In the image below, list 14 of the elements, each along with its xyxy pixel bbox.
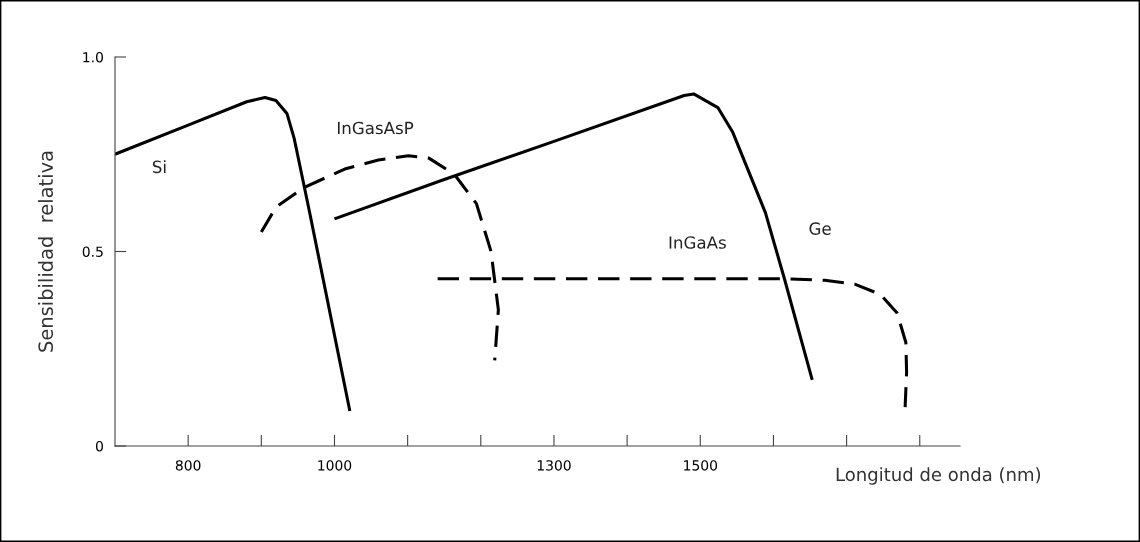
y-tick-label: 1.0	[83, 51, 103, 63]
x-tick-label: 800	[175, 460, 201, 471]
y-tick-label: 0	[95, 440, 103, 452]
y-tick-label: 0.5	[82, 246, 103, 257]
series-label: InGaAs	[669, 236, 726, 249]
text: Ge	[809, 222, 831, 235]
line-series	[436, 277, 909, 409]
x-axis-title: Longitud de onda (nm)	[836, 467, 1041, 485]
series-label: Si	[152, 160, 166, 174]
x-tick-label: 1300	[537, 460, 571, 471]
x-tick-label: 1500	[684, 460, 718, 471]
y-axis-title: Sensibilidad relativa	[37, 151, 54, 352]
x-tick-label: 1000	[318, 460, 352, 471]
series-label: InGasAsP	[337, 121, 414, 135]
